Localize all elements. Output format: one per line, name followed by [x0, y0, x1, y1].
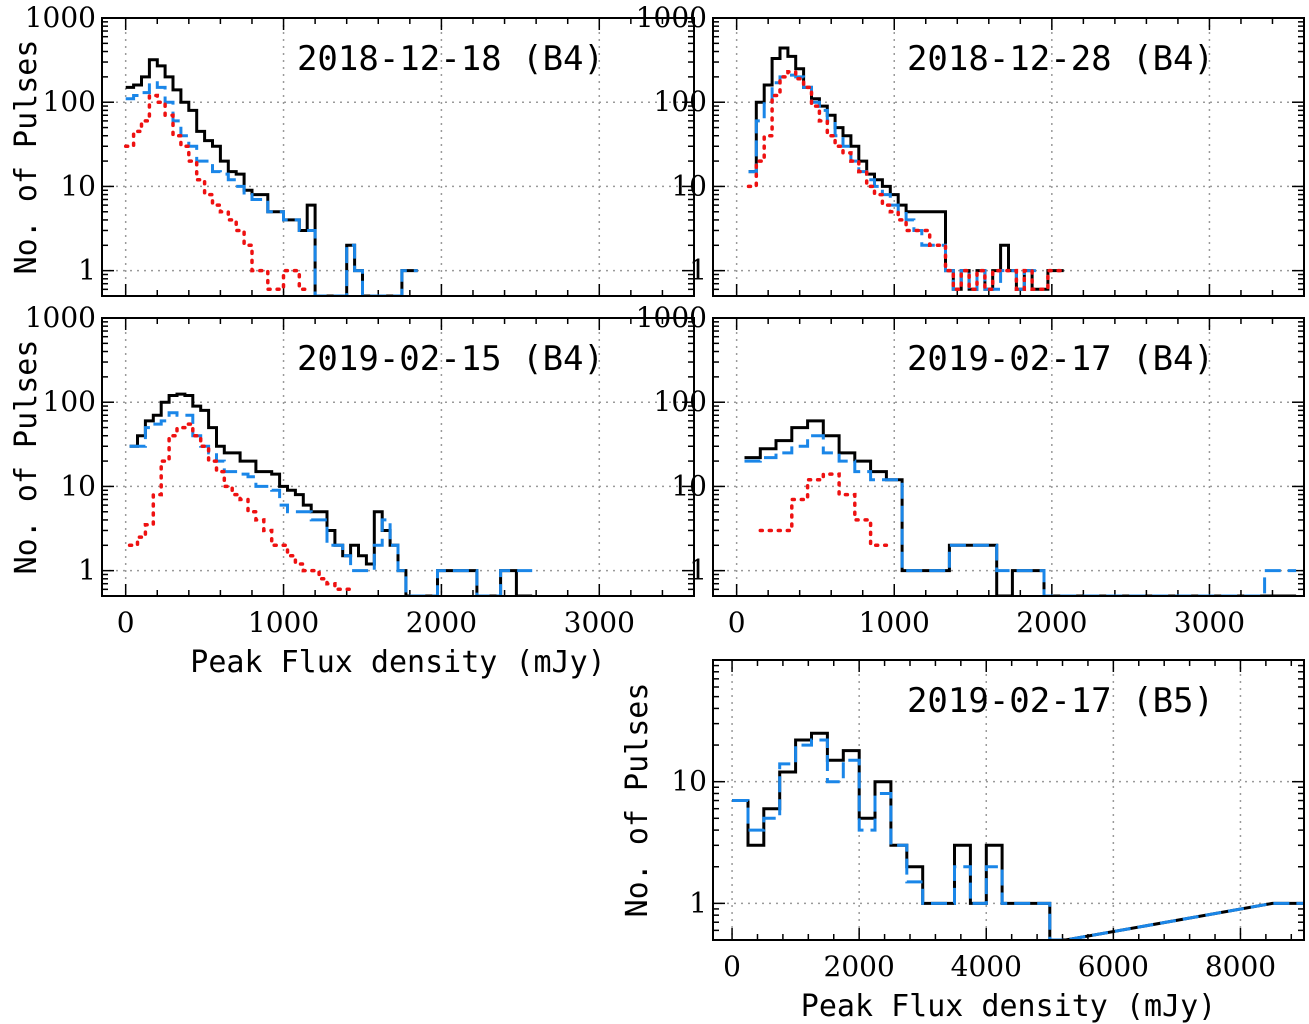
- x-tick-label: 1000: [248, 606, 319, 639]
- x-tick-label: 2000: [1016, 606, 1087, 639]
- plot-frame: [101, 17, 695, 297]
- y-tick-label: 1000: [25, 301, 96, 334]
- y-tick-label: 1000: [636, 1, 707, 34]
- y-tick-label: 1: [78, 254, 96, 287]
- chart-panel-5: 2019-02-17 (B5) 1 10 0 2000 4000 6000 8000 Peak …: [620, 659, 1305, 1024]
- chart-panel-2: 2018-12-28 (B4) 1 10 100 1000: [636, 1, 1305, 297]
- plot-frame: [712, 317, 1305, 597]
- x-tick-label: 2000: [824, 950, 895, 983]
- y-tick-label: 1000: [25, 1, 96, 34]
- y-tick-label: 10: [60, 169, 96, 202]
- y-tick-label: 1: [689, 886, 707, 919]
- series-dotted-red: [123, 93, 309, 292]
- y-tick-label: 1: [689, 554, 707, 587]
- series-solid-black: [125, 58, 418, 296]
- x-tick-label: 6000: [1078, 950, 1149, 983]
- series-dotted-red: [127, 422, 353, 592]
- x-tick-label: 0: [117, 606, 135, 639]
- series-dotted-red: [746, 70, 1066, 292]
- panel-title: 2019-02-17 (B4): [907, 339, 1214, 379]
- y-tick-label: 1000: [636, 301, 707, 334]
- y-tick-label: 100: [43, 85, 96, 118]
- y-tick-label: 100: [654, 85, 707, 118]
- panel-title: 2018-12-28 (B4): [907, 39, 1214, 79]
- series-solid-black: [732, 731, 1304, 940]
- y-tick-label: 10: [671, 469, 707, 502]
- x-tick-label: 0: [728, 606, 746, 639]
- y-axis-label: No. of Pulses: [9, 40, 44, 275]
- y-tick-label: 100: [654, 385, 707, 418]
- y-tick-label: 10: [671, 169, 707, 202]
- plot-frame: [101, 317, 695, 597]
- y-axis-label: No. of Pulses: [620, 683, 655, 918]
- series-dashed-blue: [732, 738, 1304, 940]
- plot-frame: [712, 17, 1305, 297]
- series-dashed-blue: [744, 434, 1297, 596]
- panel-title: 2019-02-15 (B4): [297, 339, 604, 379]
- panel-title: 2019-02-17 (B5): [907, 681, 1214, 721]
- chart-panel-3: 2019-02-15 (B4) 1 10 100 1000 0 1000 2000 3000 Pe…: [9, 301, 695, 680]
- plot-frame: [712, 659, 1305, 941]
- x-tick-label: 8000: [1205, 950, 1276, 983]
- panel-title: 2018-12-18 (B4): [297, 39, 604, 79]
- series-dashed-blue: [125, 81, 418, 296]
- y-tick-label: 10: [60, 469, 96, 502]
- y-tick-label: 10: [671, 765, 707, 798]
- y-tick-label: 100: [43, 385, 96, 418]
- x-tick-label: 2000: [406, 606, 477, 639]
- chart-panel-4: 2019-02-17 (B4) 1 10 100 1000 0 1000 2000 3000: [636, 301, 1305, 639]
- x-tick-label: 3000: [564, 606, 635, 639]
- series-dashed-blue: [129, 411, 533, 596]
- y-axis-label: No. of Pulses: [9, 340, 44, 575]
- chart-panel-1: 2018-12-18 (B4) 1 10 100 1000 No. of Pulses: [9, 1, 695, 297]
- x-axis-label: Peak Flux density (mJy): [801, 989, 1216, 1024]
- series-solid-black: [748, 46, 1064, 291]
- x-tick-label: 3000: [1174, 606, 1245, 639]
- x-tick-label: 1000: [859, 606, 930, 639]
- x-tick-label: 4000: [951, 950, 1022, 983]
- y-tick-label: 1: [78, 554, 96, 587]
- x-tick-label: 0: [723, 950, 741, 983]
- x-axis-label: Peak Flux density (mJy): [190, 645, 605, 680]
- y-tick-label: 1: [689, 254, 707, 287]
- series-dotted-red: [758, 472, 889, 548]
